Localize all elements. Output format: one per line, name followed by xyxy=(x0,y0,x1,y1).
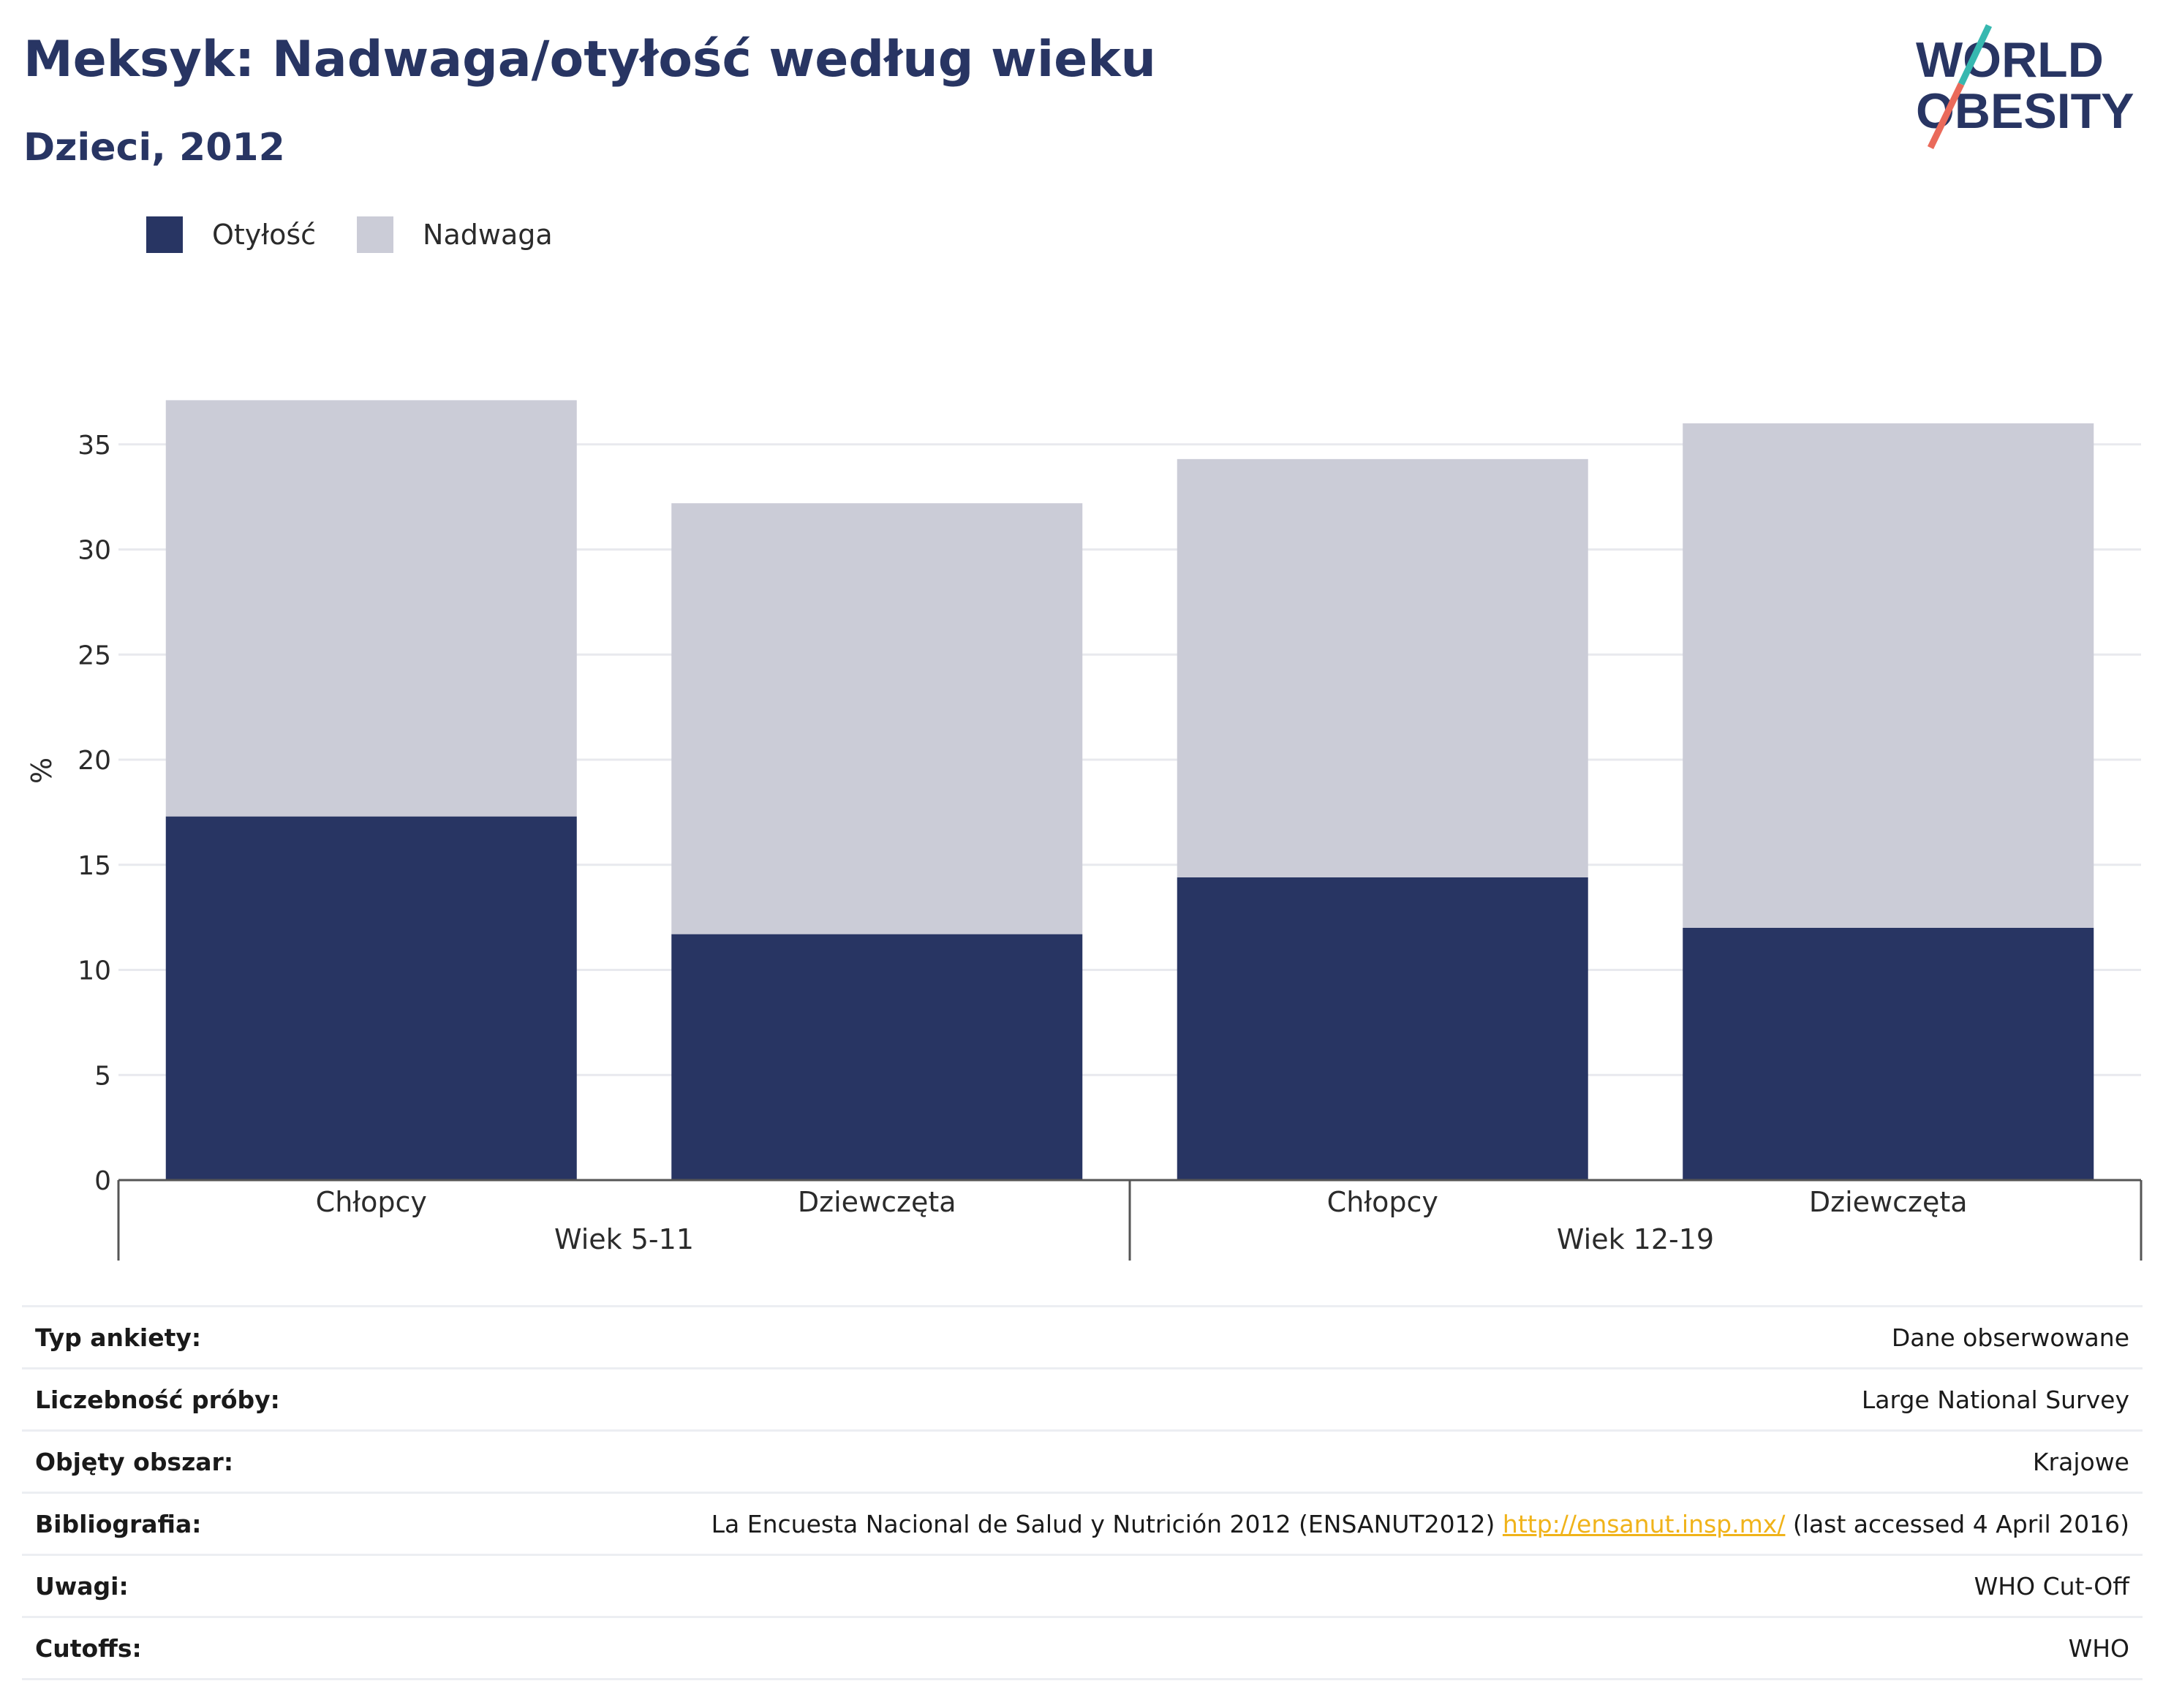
info-key: Cutoffs: xyxy=(22,1616,358,1680)
info-key: Typ ankiety: xyxy=(22,1305,358,1369)
y-tick-label: 15 xyxy=(78,851,111,881)
bar-overweight xyxy=(1177,458,1588,877)
bar-obesity xyxy=(1177,877,1588,1180)
y-tick-label: 25 xyxy=(78,640,111,670)
x-category-label: Dziewczęta xyxy=(1809,1186,1968,1218)
x-category-label: Dziewczęta xyxy=(798,1186,956,1218)
legend-swatch-obesity xyxy=(146,216,183,253)
bibliography-text: La Encuesta Nacional de Salud y Nutrició… xyxy=(711,1509,1503,1538)
bar-chart: 0 5 10 15 20 25 30 35% Chłopcy Dziewczęta Chłopcy D… xyxy=(26,400,2143,1261)
legend-label-obesity: Otyłość xyxy=(212,219,317,251)
y-axis-label: % xyxy=(26,757,58,784)
legend-swatch-overweight xyxy=(357,216,394,253)
y-tick-label: 5 xyxy=(94,1061,111,1091)
bibliography-link[interactable]: http://ensanut.insp.mx/ xyxy=(1502,1509,1786,1538)
bar-overweight xyxy=(165,400,577,817)
info-value-bibliography: La Encuesta Nacional de Salud y Nutrició… xyxy=(357,1492,2143,1555)
info-key: Liczebność próby: xyxy=(22,1367,358,1431)
y-tick-label: 35 xyxy=(78,431,111,461)
world-obesity-logo: WORLD OBESITY xyxy=(1916,24,2134,149)
bar-overweight xyxy=(1683,423,2094,928)
info-key: Uwagi: xyxy=(22,1554,358,1617)
info-table: Typ ankiety: Dane obserwowane Liczebność… xyxy=(22,1305,2143,1680)
bar-obesity xyxy=(671,934,1083,1180)
y-tick-label: 20 xyxy=(78,746,111,776)
y-tick-label: 10 xyxy=(78,956,111,986)
x-category-label: Chłopcy xyxy=(316,1186,427,1218)
legend: Otyłość Nadwaga xyxy=(146,216,594,253)
info-row-survey-type: Typ ankiety: Dane obserwowane xyxy=(22,1305,2143,1369)
logo-slash-coral xyxy=(1927,83,1965,149)
info-row-sample-size: Liczebność próby: Large National Survey xyxy=(22,1367,2143,1431)
logo-line2: OBESITY xyxy=(1916,83,2134,139)
logo-slash-teal xyxy=(1958,24,1993,86)
info-row-bibliography: Bibliografia: La Encuesta Nacional de Sa… xyxy=(22,1492,2143,1555)
info-value: Large National Survey xyxy=(357,1367,2143,1431)
y-tick-label: 0 xyxy=(94,1166,111,1196)
bar-obesity xyxy=(1683,928,2094,1180)
legend-item-overweight[interactable]: Nadwaga xyxy=(357,216,553,253)
info-key: Objęty obszar: xyxy=(22,1429,358,1493)
chart-subtitle: Dzieci, 2012 xyxy=(23,126,285,170)
legend-label-overweight: Nadwaga xyxy=(423,219,553,251)
info-row-cutoffs: Cutoffs: WHO xyxy=(22,1616,2143,1680)
x-category-label: Chłopcy xyxy=(1327,1186,1438,1218)
logo-line1: WORLD xyxy=(1916,32,2104,88)
info-value: WHO xyxy=(357,1616,2143,1680)
x-group-label: Wiek 5-11 xyxy=(554,1223,694,1255)
legend-item-obesity[interactable]: Otyłość xyxy=(146,216,316,253)
bibliography-accessed: (last accessed 4 April 2016) xyxy=(1785,1509,2129,1538)
info-row-area: Objęty obszar: Krajowe xyxy=(22,1429,2143,1493)
info-value: WHO Cut-Off xyxy=(357,1554,2143,1617)
y-tick-label: 30 xyxy=(78,536,111,566)
x-group-label: Wiek 12-19 xyxy=(1557,1223,1714,1255)
info-row-notes: Uwagi: WHO Cut-Off xyxy=(22,1554,2143,1617)
bar-obesity xyxy=(165,816,577,1180)
chart-title: Meksyk: Nadwaga/otyłość według wieku xyxy=(23,31,1156,88)
info-value: Dane obserwowane xyxy=(357,1305,2143,1369)
info-value: Krajowe xyxy=(357,1429,2143,1493)
info-key: Bibliografia: xyxy=(22,1492,358,1555)
bar-overweight xyxy=(671,503,1083,934)
